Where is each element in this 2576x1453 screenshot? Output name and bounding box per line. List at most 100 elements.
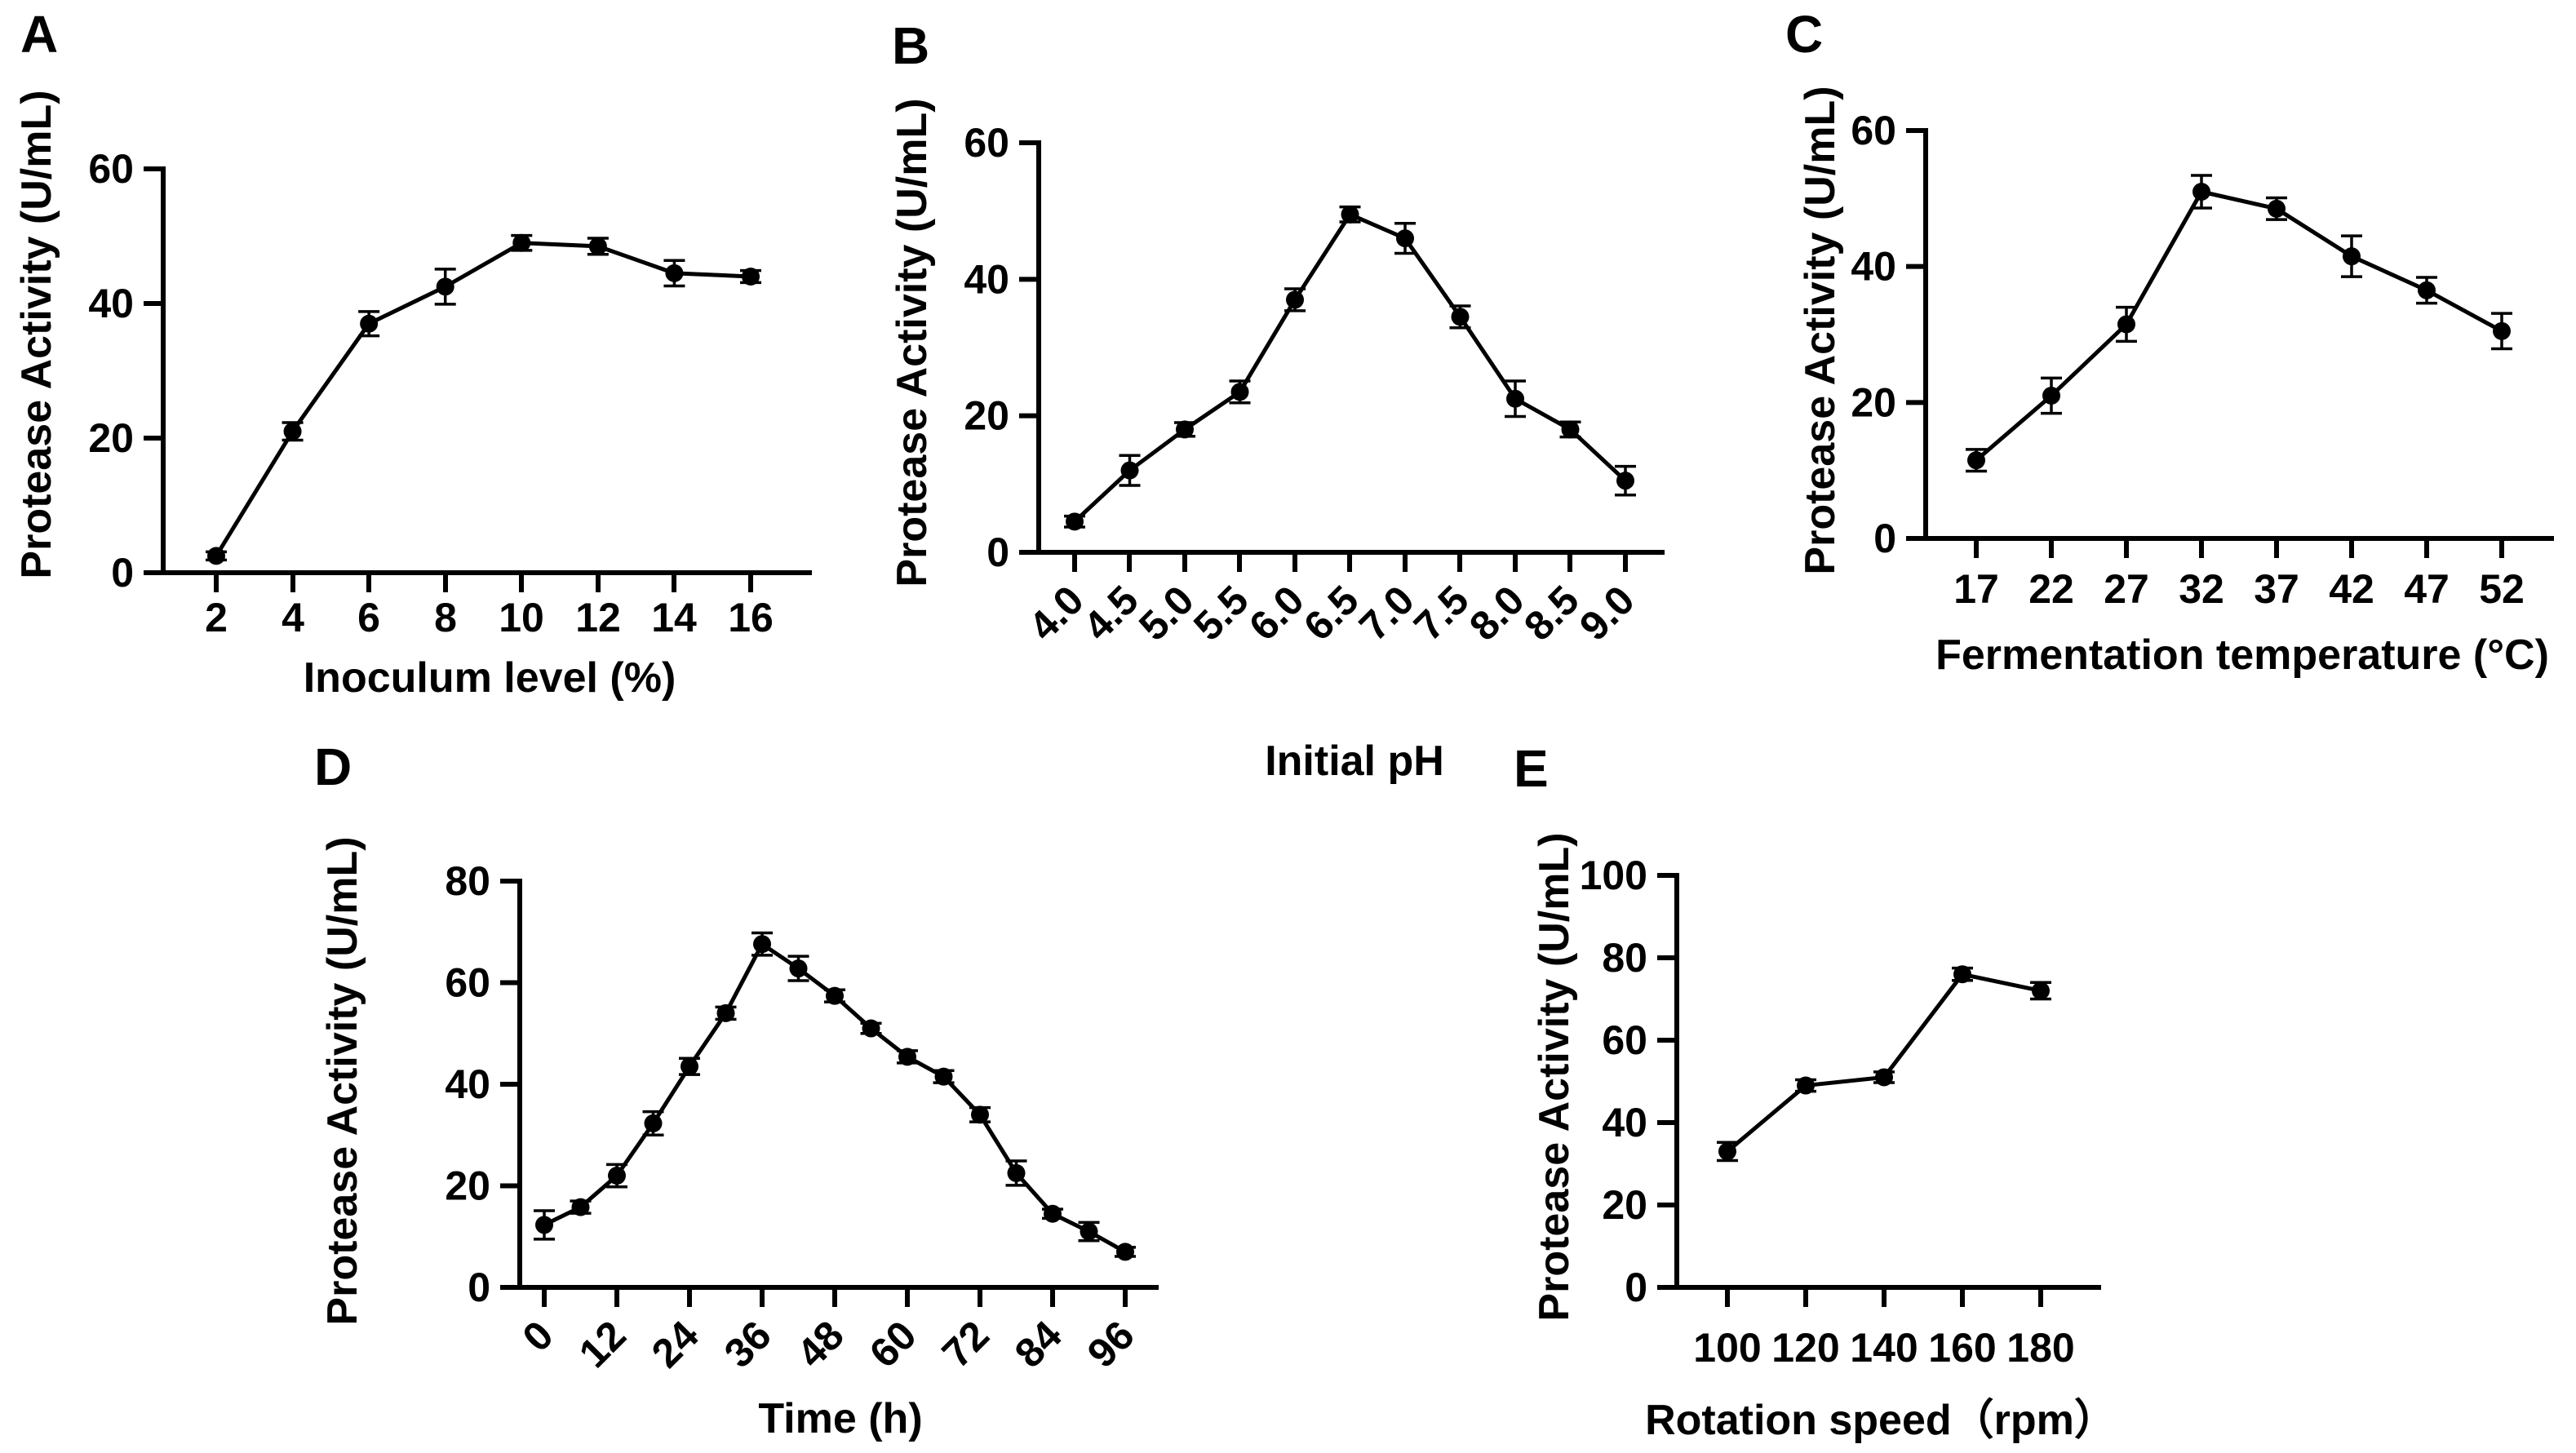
data-point — [2268, 199, 2286, 218]
panel-label-A: A — [20, 5, 58, 64]
x-tick-label: 37 — [2254, 566, 2299, 612]
data-point — [535, 1216, 553, 1234]
y-tick-label: 40 — [964, 256, 1009, 302]
y-tick-label: 0 — [1625, 1265, 1647, 1310]
data-point — [2343, 247, 2361, 266]
data-point — [1007, 1163, 1026, 1182]
data-point — [1875, 1068, 1893, 1087]
x-tick-label: 160 — [1928, 1325, 1996, 1371]
y-tick-label: 60 — [445, 960, 490, 1006]
data-point — [207, 547, 225, 565]
y-axis-title-D: Protease Activity (U/mL) — [319, 836, 366, 1325]
panel-label-D: D — [314, 738, 352, 796]
data-point — [1066, 512, 1084, 531]
data-point — [1080, 1222, 1098, 1241]
x-tick-label: 100 — [1693, 1325, 1761, 1371]
x-axis-title-E: Rotation speed（rpm） — [1645, 1397, 2117, 1444]
x-tick-label: 140 — [1850, 1325, 1918, 1371]
data-point — [1616, 472, 1634, 490]
x-tick-label: 12 — [575, 595, 621, 640]
y-tick-label: 20 — [1602, 1182, 1647, 1228]
x-tick-label: 9.0 — [1571, 577, 1643, 649]
data-point — [665, 264, 684, 282]
y-tick-label: 20 — [88, 415, 134, 461]
y-tick-label: 60 — [1602, 1017, 1647, 1063]
x-tick-label: 27 — [2104, 566, 2149, 612]
data-point — [1044, 1204, 1062, 1223]
y-tick-label: 60 — [88, 146, 134, 192]
data-point — [512, 233, 531, 252]
x-tick-label: 48 — [788, 1312, 853, 1376]
x-tick-label: 52 — [2479, 566, 2525, 612]
data-point — [644, 1114, 663, 1132]
data-point — [1396, 229, 1414, 248]
x-tick-label: 12 — [570, 1312, 635, 1376]
y-tick-label: 40 — [1602, 1100, 1647, 1145]
y-tick-label: 40 — [88, 281, 134, 326]
data-point — [1718, 1142, 1736, 1161]
y-axis-title-A: Protease Activity (U/mL) — [13, 90, 60, 578]
data-point — [716, 1003, 735, 1022]
data-point — [2192, 183, 2210, 201]
x-tick-label: 2 — [205, 595, 228, 640]
x-tick-label: 47 — [2404, 566, 2450, 612]
x-tick-label: 120 — [1771, 1325, 1839, 1371]
data-point — [436, 277, 454, 296]
y-tick-label: 80 — [1602, 935, 1647, 981]
data-point — [608, 1167, 626, 1185]
data-point — [2493, 321, 2511, 340]
series-line — [1726, 972, 2042, 1154]
data-point — [1120, 461, 1139, 480]
panel-label-C: C — [1785, 5, 1823, 64]
x-tick-label: 22 — [2028, 566, 2074, 612]
data-point — [1797, 1076, 1815, 1095]
y-tick-label: 20 — [1851, 379, 1896, 425]
data-point — [826, 986, 844, 1005]
data-point — [588, 237, 607, 255]
y-tick-label: 40 — [445, 1061, 490, 1107]
x-axis-title-A: Inoculum level (%) — [304, 654, 676, 702]
y-tick-label: 80 — [445, 858, 490, 904]
data-point — [283, 422, 302, 441]
chart-C-plot: 0 20 40 60 17 22 27 32 37 42 47 52 — [1851, 108, 2554, 612]
x-axis-title-D: Time (h) — [758, 1395, 922, 1442]
data-point — [1506, 389, 1524, 408]
data-point — [1230, 383, 1249, 401]
data-point — [1176, 420, 1194, 439]
series-line — [1073, 212, 1627, 524]
x-tick-label: 60 — [861, 1312, 925, 1376]
data-point — [1953, 965, 1971, 984]
y-tick-label: 0 — [987, 529, 1009, 575]
x-tick-label: 10 — [499, 595, 544, 640]
y-tick-label: 100 — [1580, 853, 1647, 898]
data-point — [2032, 981, 2050, 1000]
x-tick-label: 36 — [716, 1312, 780, 1376]
data-point — [2418, 281, 2436, 299]
y-tick-label: 0 — [111, 550, 134, 596]
data-point — [1286, 290, 1304, 309]
x-axis-title-C: Fermentation temperature (°C) — [1935, 631, 2549, 679]
data-point — [1451, 308, 1470, 326]
y-tick-label: 0 — [1873, 516, 1896, 561]
x-tick-label: 8 — [434, 595, 457, 640]
data-point — [360, 314, 379, 333]
y-tick-label: 20 — [964, 393, 1009, 439]
x-tick-label: 0 — [514, 1312, 562, 1360]
x-tick-label: 96 — [1079, 1312, 1143, 1376]
x-tick-label: 16 — [728, 595, 774, 640]
data-point — [1116, 1243, 1134, 1261]
data-point — [753, 935, 771, 954]
x-tick-label: 180 — [2006, 1325, 2074, 1371]
x-tick-label: 72 — [933, 1312, 998, 1376]
x-axis-title-B: Initial pH — [1265, 738, 1444, 785]
panel-label-E: E — [1514, 739, 1549, 798]
x-tick-label: 17 — [1953, 566, 1999, 612]
data-point — [742, 268, 760, 286]
x-tick-label: 4 — [282, 595, 304, 640]
data-point — [571, 1198, 590, 1216]
